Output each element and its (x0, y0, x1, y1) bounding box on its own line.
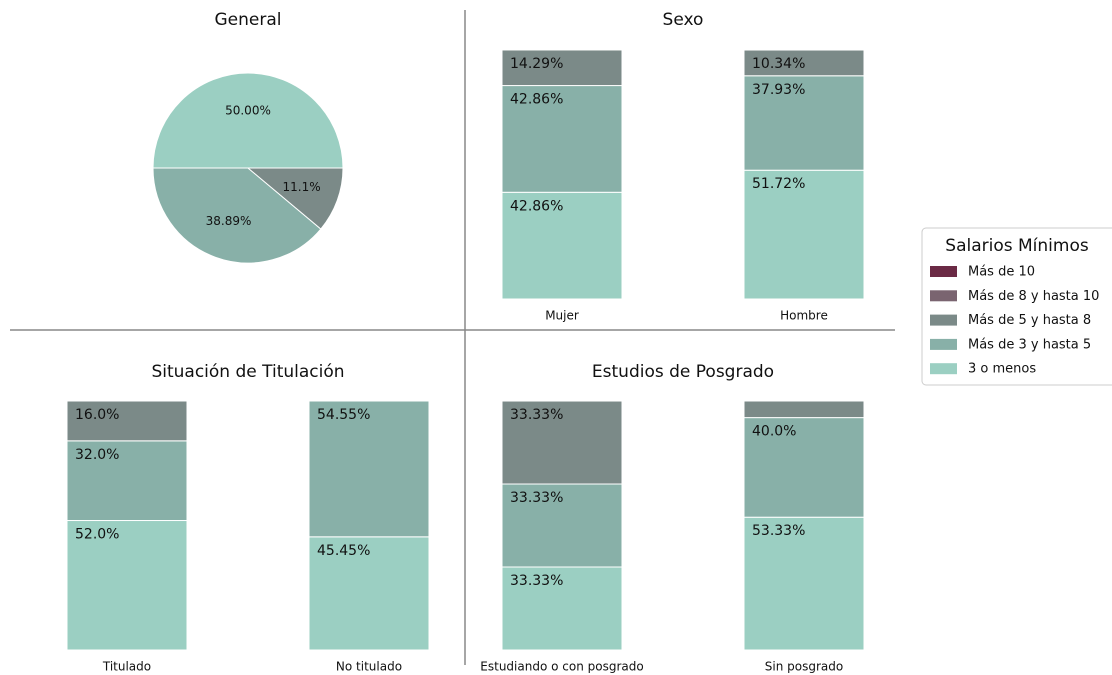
value-label: 42.86% (510, 198, 563, 214)
pie-slice (152, 72, 344, 169)
bar-segment (308, 400, 430, 538)
bar-segment (743, 417, 865, 518)
bar-segment (501, 191, 623, 300)
x-tick-label: Estudiando o con posgrado (480, 660, 643, 674)
legend-box (921, 227, 1112, 386)
value-label: 51.72% (752, 176, 805, 192)
legend-label: Más de 8 y hasta 10 (968, 289, 1099, 304)
chart-title: Sexo (663, 10, 704, 30)
value-label: 37.93% (752, 82, 805, 98)
value-label: 40.0% (752, 424, 796, 440)
bar-segment (743, 49, 865, 77)
pie-slice (152, 167, 322, 264)
x-tick-label: Titulado (102, 660, 151, 674)
value-label: 33.33% (510, 490, 563, 506)
legend-swatch (930, 266, 957, 277)
legend-label: Más de 10 (968, 265, 1035, 280)
bar-segment (66, 440, 188, 522)
value-label: 54.55% (317, 407, 370, 423)
legend-swatch (930, 314, 957, 326)
x-tick-label: Mujer (545, 309, 579, 323)
legend-label: Más de 5 y hasta 8 (968, 313, 1091, 328)
x-tick-label: No titulado (336, 660, 402, 674)
x-tick-label: Sin posgrado (765, 660, 843, 674)
pie-label: 50.00% (225, 104, 271, 118)
bar-segment (501, 566, 623, 651)
chart-title: General (215, 10, 282, 30)
value-label: 16.0% (75, 407, 119, 423)
chart-title: Estudios de Posgrado (592, 362, 774, 382)
bar-segment (743, 75, 865, 171)
x-tick-label: Hombre (780, 309, 828, 323)
value-label: 10.34% (752, 56, 805, 72)
bar-segment (743, 169, 865, 300)
legend-swatch (930, 338, 957, 350)
value-label: 53.33% (752, 523, 805, 539)
legend-swatch (930, 363, 957, 375)
pie-label: 38.89% (206, 214, 252, 228)
bar-segment (501, 400, 623, 485)
value-label: 52.0% (75, 527, 119, 543)
bar-segment (501, 49, 623, 87)
value-label: 14.29% (510, 56, 563, 72)
bar-segment (501, 85, 623, 193)
legend-title: Salarios Mínimos (945, 236, 1089, 256)
value-label: 45.45% (317, 543, 370, 559)
value-label: 33.33% (510, 407, 563, 423)
bar-segment (501, 483, 623, 568)
bar-segment (66, 400, 188, 442)
value-label: 33.33% (510, 573, 563, 589)
bar-segment (743, 400, 865, 419)
legend-label: 3 o menos (968, 362, 1036, 377)
bar-segment (743, 516, 865, 651)
bar-segment (308, 536, 430, 651)
chart-title: Situación de Titulación (151, 362, 344, 382)
value-label: 42.86% (510, 92, 563, 108)
pie-slice (246, 167, 344, 230)
legend-label: Más de 3 y hasta 5 (968, 337, 1091, 352)
value-label: 32.0% (75, 447, 119, 463)
pie-label: 11.1% (283, 180, 321, 194)
legend-swatch (930, 290, 957, 302)
